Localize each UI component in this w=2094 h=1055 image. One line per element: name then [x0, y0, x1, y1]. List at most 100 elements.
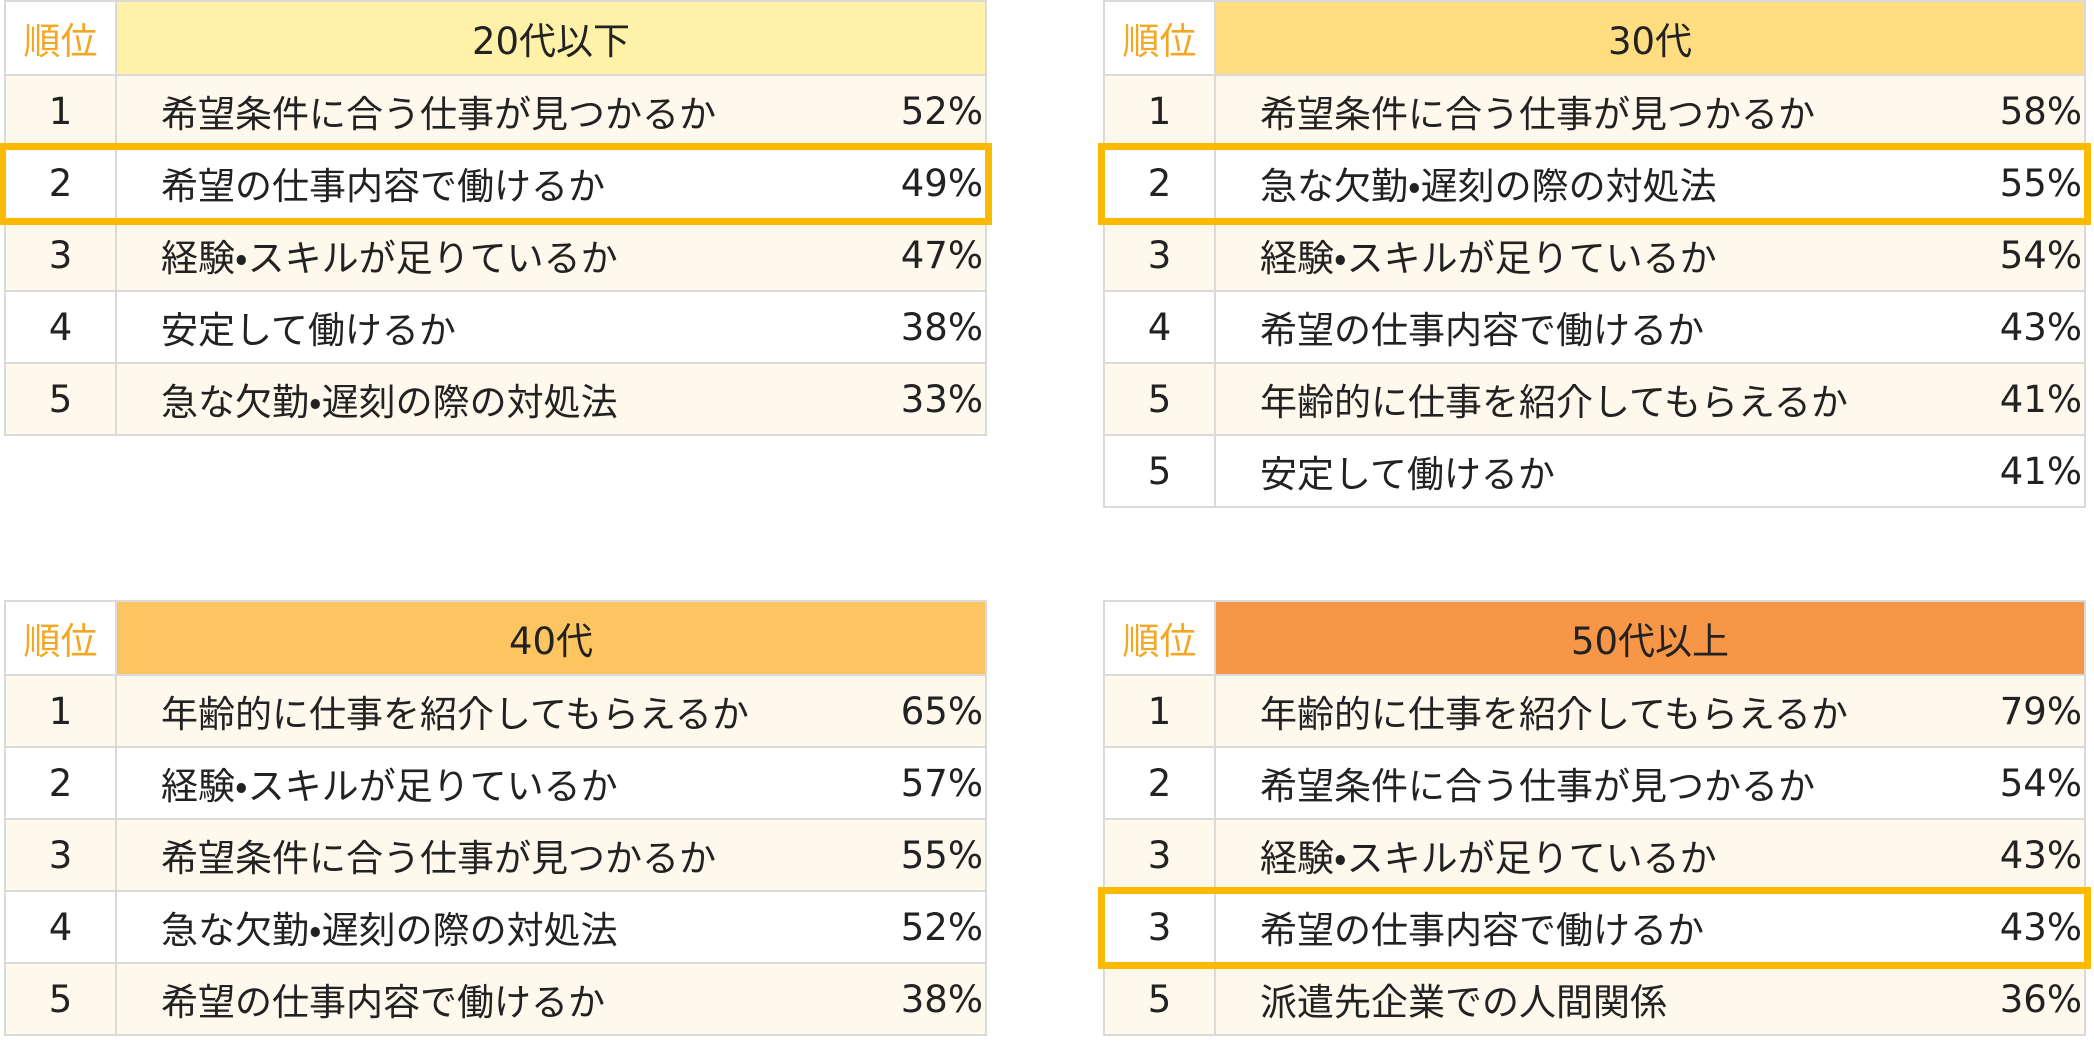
- percentage: 65%: [900, 689, 983, 733]
- percentage: 38%: [900, 305, 983, 349]
- concern: 希望条件に合う仕事が見つかるか: [1260, 93, 1815, 136]
- table-row: 4 安定して働けるか 38%: [4, 292, 987, 364]
- percentage: 43%: [1999, 905, 2082, 949]
- table-row: 3 経験・スキルが足りているか 54%: [1103, 220, 2086, 292]
- rank: 4: [1105, 292, 1216, 362]
- rank: 2: [1105, 148, 1216, 218]
- table-row: 5 年齢的に仕事を紹介してもらえるか 41%: [1103, 364, 2086, 436]
- table-title: 40代: [117, 602, 985, 674]
- header-row: 順位 20代以下: [4, 0, 987, 76]
- rank: 5: [1105, 364, 1216, 434]
- percentage: 55%: [1999, 161, 2082, 205]
- table-row: 1 年齢的に仕事を紹介してもらえるか 65%: [4, 676, 987, 748]
- percentage: 52%: [900, 89, 983, 133]
- ranking-table: 順位 40代 1 年齢的に仕事を紹介してもらえるか 65% 2 経験・スキルが足りているか 5…: [4, 600, 987, 1036]
- table-row: 1 年齢的に仕事を紹介してもらえるか 79%: [1103, 676, 2086, 748]
- table-row: 3 経験・スキルが足りているか 43%: [1103, 820, 2086, 892]
- concern: 経験・スキルが足りているか: [161, 765, 618, 808]
- concern: 希望の仕事内容で働けるか: [161, 981, 605, 1024]
- table-row: 3 希望の仕事内容で働けるか 43%: [1098, 887, 2091, 969]
- percentage: 43%: [1999, 833, 2082, 877]
- concern: 派遣先企業での人間関係: [1260, 981, 1667, 1024]
- table-row: 2 希望の仕事内容で働けるか 49%: [0, 143, 992, 225]
- concern: 急な欠勤・遅刻の際の対処法: [161, 909, 618, 952]
- rank: 2: [1105, 748, 1216, 818]
- rank: 3: [6, 820, 117, 890]
- table-title: 20代以下: [117, 2, 985, 74]
- percentage: 55%: [900, 833, 983, 877]
- header-row: 順位 50代以上: [1103, 600, 2086, 676]
- concern: 経験・スキルが足りているか: [1260, 237, 1717, 280]
- ranking-table: 順位 50代以上 1 年齢的に仕事を紹介してもらえるか 79% 2 希望条件に合う仕事が見つ…: [1098, 600, 2091, 1036]
- percentage: 54%: [1999, 233, 2082, 277]
- table-row: 2 急な欠勤・遅刻の際の対処法 55%: [1098, 143, 2091, 225]
- concern: 年齢的に仕事を紹介してもらえるか: [1260, 693, 1848, 736]
- percentage: 79%: [1999, 689, 2082, 733]
- table-row: 5 安定して働けるか 41%: [1103, 436, 2086, 508]
- header-row: 順位 30代: [1103, 0, 2086, 76]
- percentage: 38%: [900, 977, 983, 1021]
- rank: 4: [6, 292, 117, 362]
- rank: 1: [1105, 76, 1216, 146]
- percentage: 43%: [1999, 305, 2082, 349]
- concern: 希望条件に合う仕事が見つかるか: [161, 837, 716, 880]
- percentage: 41%: [1999, 377, 2082, 421]
- table-row: 2 経験・スキルが足りているか 57%: [4, 748, 987, 820]
- rank: 5: [1105, 436, 1216, 506]
- percentage: 49%: [900, 161, 983, 205]
- rank: 5: [6, 964, 117, 1034]
- percentage: 58%: [1999, 89, 2082, 133]
- percentage: 57%: [900, 761, 983, 805]
- rank-header: 順位: [1105, 2, 1216, 74]
- rank: 3: [1105, 220, 1216, 290]
- table-row: 3 希望条件に合う仕事が見つかるか 55%: [4, 820, 987, 892]
- table-row: 4 急な欠勤・遅刻の際の対処法 52%: [4, 892, 987, 964]
- concern: 年齢的に仕事を紹介してもらえるか: [161, 693, 749, 736]
- concern: 安定して働けるか: [1260, 453, 1555, 496]
- rank: 4: [6, 892, 117, 962]
- concern: 急な欠勤・遅刻の際の対処法: [161, 381, 618, 424]
- concern: 年齢的に仕事を紹介してもらえるか: [1260, 381, 1848, 424]
- rank: 3: [1105, 892, 1216, 962]
- table-row: 5 派遣先企業での人間関係 36%: [1103, 964, 2086, 1036]
- rank: 1: [6, 676, 117, 746]
- percentage: 52%: [900, 905, 983, 949]
- rank: 1: [1105, 676, 1216, 746]
- concern: 希望条件に合う仕事が見つかるか: [161, 93, 716, 136]
- concern: 経験・スキルが足りているか: [1260, 837, 1717, 880]
- rank: 2: [6, 748, 117, 818]
- concern: 経験・スキルが足りているか: [161, 237, 618, 280]
- table-row: 5 希望の仕事内容で働けるか 38%: [4, 964, 987, 1036]
- percentage: 41%: [1999, 449, 2082, 493]
- percentage: 33%: [900, 377, 983, 421]
- rank-header: 順位: [6, 602, 117, 674]
- concern: 希望の仕事内容で働けるか: [1260, 309, 1704, 352]
- concern: 希望の仕事内容で働けるか: [161, 165, 605, 208]
- rank: 5: [6, 364, 117, 434]
- table-title: 50代以上: [1216, 602, 2084, 674]
- rank: 3: [1105, 820, 1216, 890]
- rank: 2: [6, 148, 117, 218]
- table-row: 5 急な欠勤・遅刻の際の対処法 33%: [4, 364, 987, 436]
- percentage: 54%: [1999, 761, 2082, 805]
- header-row: 順位 40代: [4, 600, 987, 676]
- table-row: 1 希望条件に合う仕事が見つかるか 52%: [4, 76, 987, 148]
- rank: 1: [6, 76, 117, 146]
- percentage: 47%: [900, 233, 983, 277]
- table-title: 30代: [1216, 2, 2084, 74]
- rank: 3: [6, 220, 117, 290]
- concern: 急な欠勤・遅刻の際の対処法: [1260, 165, 1717, 208]
- table-row: 4 希望の仕事内容で働けるか 43%: [1103, 292, 2086, 364]
- table-row: 3 経験・スキルが足りているか 47%: [4, 220, 987, 292]
- rank: 5: [1105, 964, 1216, 1034]
- table-row: 1 希望条件に合う仕事が見つかるか 58%: [1103, 76, 2086, 148]
- concern: 希望条件に合う仕事が見つかるか: [1260, 765, 1815, 808]
- rank-header: 順位: [6, 2, 117, 74]
- percentage: 36%: [1999, 977, 2082, 1021]
- table-row: 2 希望条件に合う仕事が見つかるか 54%: [1103, 748, 2086, 820]
- rank-header: 順位: [1105, 602, 1216, 674]
- ranking-table: 順位 20代以下 1 希望条件に合う仕事が見つかるか 52% 2 希望の仕事内容で働けるか 4…: [0, 0, 992, 436]
- concern: 安定して働けるか: [161, 309, 456, 352]
- ranking-table: 順位 30代 1 希望条件に合う仕事が見つかるか 58% 2 急な欠勤・遅刻の際の対処法 55…: [1098, 0, 2091, 508]
